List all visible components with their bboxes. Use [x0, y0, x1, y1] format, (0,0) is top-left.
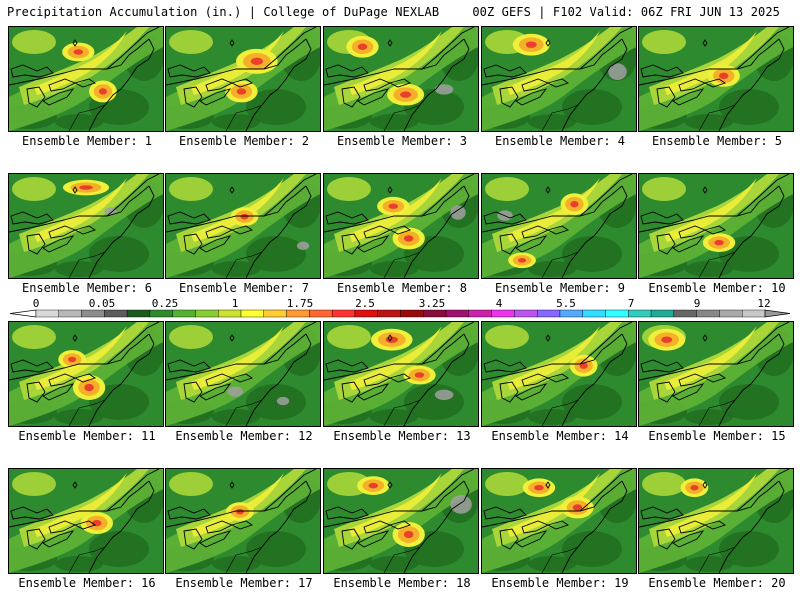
member-label: Ensemble Member: 12 [175, 429, 313, 443]
member-label: Ensemble Member: 18 [333, 576, 471, 590]
precip-map [8, 468, 164, 574]
ensemble-member-panel: Ensemble Member: 7 [165, 173, 321, 303]
precip-map [8, 321, 164, 427]
member-label: Ensemble Member: 1 [21, 134, 153, 148]
colorbar-tick-label: 1 [231, 297, 239, 310]
precip-map [165, 321, 321, 427]
ensemble-member-panel: Ensemble Member: 3 [323, 26, 479, 156]
ensemble-member-panel: Ensemble Member: 13 [323, 321, 479, 451]
precip-map [638, 321, 794, 427]
member-label: Ensemble Member: 15 [648, 429, 786, 443]
precip-map [638, 26, 794, 132]
precip-map [165, 468, 321, 574]
precip-map [481, 468, 637, 574]
ensemble-member-panel: Ensemble Member: 2 [165, 26, 321, 156]
member-label: Ensemble Member: 7 [178, 281, 310, 295]
precip-map [481, 321, 637, 427]
colorbar-tick-label: 0 [32, 297, 40, 310]
colorbar [9, 309, 791, 318]
ensemble-member-panel: Ensemble Member: 18 [323, 468, 479, 598]
colorbar-tick-label: 2.5 [355, 297, 375, 310]
member-label: Ensemble Member: 11 [18, 429, 156, 443]
precip-map [323, 26, 479, 132]
member-label: Ensemble Member: 3 [336, 134, 468, 148]
precip-map [323, 468, 479, 574]
colorbar-tick-label: 7 [627, 297, 635, 310]
colorbar-tick-label: 4 [495, 297, 503, 310]
precip-map [8, 26, 164, 132]
precip-map [165, 173, 321, 279]
precip-map [638, 173, 794, 279]
ensemble-member-panel: Ensemble Member: 19 [481, 468, 637, 598]
ensemble-member-panel: Ensemble Member: 4 [481, 26, 637, 156]
precip-map [8, 173, 164, 279]
colorbar-tick-label: 12 [757, 297, 771, 310]
member-label: Ensemble Member: 6 [21, 281, 153, 295]
colorbar-tick-label: 9 [693, 297, 701, 310]
member-label: Ensemble Member: 10 [648, 281, 786, 295]
ensemble-member-panel: Ensemble Member: 15 [638, 321, 794, 451]
member-label: Ensemble Member: 2 [178, 134, 310, 148]
precip-map [638, 468, 794, 574]
ensemble-member-panel: Ensemble Member: 9 [481, 173, 637, 303]
member-label: Ensemble Member: 16 [18, 576, 156, 590]
precip-map [481, 26, 637, 132]
ensemble-member-panel: Ensemble Member: 1 [8, 26, 164, 156]
ensemble-member-panel: Ensemble Member: 17 [165, 468, 321, 598]
member-label: Ensemble Member: 9 [494, 281, 626, 295]
precip-map [481, 173, 637, 279]
colorbar-tick-label: 0.05 [88, 297, 116, 310]
member-label: Ensemble Member: 5 [651, 134, 783, 148]
member-label: Ensemble Member: 4 [494, 134, 626, 148]
colorbar-tick-label: 1.75 [286, 297, 314, 310]
colorbar-tick-label: 5.5 [556, 297, 576, 310]
precip-map [323, 173, 479, 279]
member-label: Ensemble Member: 20 [648, 576, 786, 590]
member-label: Ensemble Member: 8 [336, 281, 468, 295]
precip-map [165, 26, 321, 132]
member-label: Ensemble Member: 13 [333, 429, 471, 443]
ensemble-member-panel: Ensemble Member: 10 [638, 173, 794, 303]
ensemble-member-panel: Ensemble Member: 5 [638, 26, 794, 156]
model-valid-time: 00Z GEFS | F102 Valid: 06Z FRI JUN 13 20… [472, 5, 780, 19]
member-label: Ensemble Member: 14 [491, 429, 629, 443]
colorbar-tick-label: 3.25 [418, 297, 446, 310]
member-label: Ensemble Member: 17 [175, 576, 313, 590]
ensemble-member-panel: Ensemble Member: 20 [638, 468, 794, 598]
ensemble-member-panel: Ensemble Member: 12 [165, 321, 321, 451]
map-title: Precipitation Accumulation (in.) | Colle… [7, 5, 440, 19]
ensemble-member-panel: Ensemble Member: 14 [481, 321, 637, 451]
colorbar-tick-label: 0.25 [151, 297, 179, 310]
ensemble-member-panel: Ensemble Member: 11 [8, 321, 164, 451]
member-label: Ensemble Member: 19 [491, 576, 629, 590]
ensemble-member-panel: Ensemble Member: 6 [8, 173, 164, 303]
ensemble-member-panel: Ensemble Member: 8 [323, 173, 479, 303]
precip-map [323, 321, 479, 427]
ensemble-member-panel: Ensemble Member: 16 [8, 468, 164, 598]
